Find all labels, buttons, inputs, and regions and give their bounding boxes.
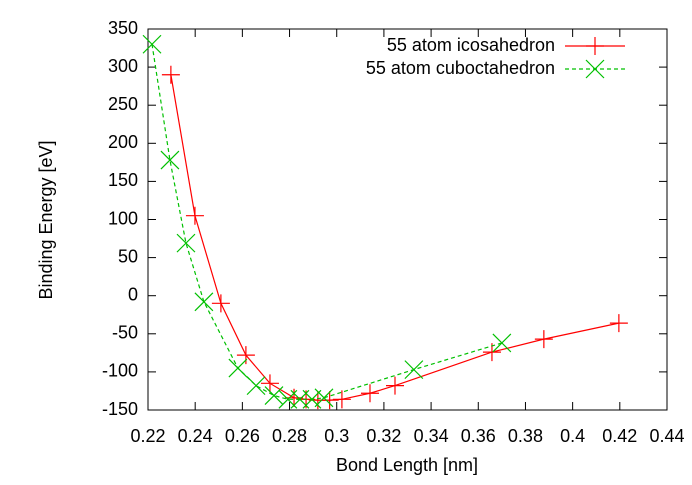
marker [534, 330, 553, 349]
x-tick-label: 0.28 [272, 426, 307, 446]
legend-label: 55 atom cuboctahedron [366, 58, 555, 78]
series-line [151, 44, 503, 400]
marker [586, 37, 604, 55]
marker [385, 376, 404, 395]
marker [285, 388, 304, 407]
marker [492, 333, 512, 353]
marker [302, 389, 322, 409]
x-tick-label: 0.44 [649, 426, 684, 446]
marker [142, 34, 162, 54]
marker [194, 292, 214, 312]
marker [160, 150, 180, 170]
marker [176, 233, 196, 253]
x-tick-label: 0.32 [366, 426, 401, 446]
x-tick-label: 0.34 [414, 426, 449, 446]
marker [320, 391, 339, 410]
marker [314, 388, 334, 408]
y-tick-label: 50 [118, 246, 138, 266]
plot-frame [147, 28, 668, 411]
marker [185, 206, 204, 225]
x-tick-label: 0.3 [324, 426, 349, 446]
x-tick-label: 0.36 [461, 426, 496, 446]
y-tick-label: 250 [108, 94, 138, 114]
marker [404, 360, 424, 380]
y-tick-label: 150 [108, 170, 138, 190]
y-tick-label: 0 [128, 284, 138, 304]
marker [161, 65, 180, 84]
x-axis-title: Bond Length [nm] [336, 455, 478, 475]
marker [609, 314, 628, 333]
series-line [170, 74, 620, 401]
marker [260, 374, 279, 393]
y-tick-label: -150 [102, 399, 138, 419]
legend-label: 55 atom icosahedron [387, 35, 555, 55]
marker [236, 346, 255, 365]
y-axis-title: Binding Energy [eV] [36, 140, 56, 299]
marker [246, 376, 266, 396]
marker [360, 384, 379, 403]
marker [228, 358, 248, 378]
y-tick-label: 100 [108, 208, 138, 228]
y-tick-label: 300 [108, 56, 138, 76]
x-tick-label: 0.38 [508, 426, 543, 446]
x-tick-label: 0.26 [225, 426, 260, 446]
y-tick-label: -100 [102, 361, 138, 381]
y-tick-label: 350 [108, 18, 138, 38]
marker [585, 59, 605, 79]
x-tick-label: 0.42 [602, 426, 637, 446]
x-tick-label: 0.4 [560, 426, 585, 446]
y-tick-label: -50 [112, 323, 138, 343]
y-tick-label: 200 [108, 132, 138, 152]
marker [264, 386, 284, 405]
marker [332, 390, 351, 409]
marker [211, 294, 230, 313]
x-tick-label: 0.24 [178, 426, 213, 446]
x-tick-label: 0.22 [130, 426, 165, 446]
